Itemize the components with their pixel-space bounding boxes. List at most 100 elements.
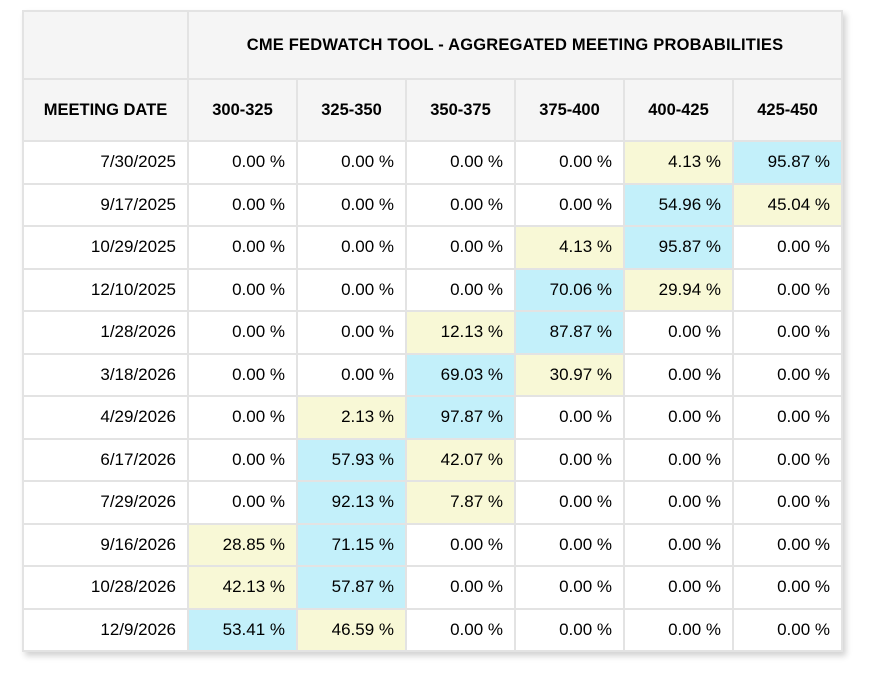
meeting-date-cell: 12/10/2025	[22, 267, 189, 312]
probability-cell: 57.93 %	[296, 437, 407, 482]
probability-cell: 0.00 %	[187, 140, 298, 185]
probability-cell: 0.00 %	[732, 267, 843, 312]
probability-cell: 0.00 %	[296, 182, 407, 227]
probability-cell: 0.00 %	[405, 140, 516, 185]
probability-cell: 0.00 %	[514, 480, 625, 525]
probability-cell: 46.59 %	[296, 607, 407, 652]
probability-cell: 0.00 %	[514, 607, 625, 652]
table-row: 7/30/2025 0.00 % 0.00 % 0.00 % 0.00 % 4.13 % 9…	[22, 140, 843, 185]
table-row: 1/28/2026 0.00 % 0.00 % 12.13 % 87.87 % 0.00 …	[22, 310, 843, 355]
meeting-date-cell: 9/16/2026	[22, 522, 189, 567]
probability-cell: 0.00 %	[187, 352, 298, 397]
meeting-date-cell: 3/18/2026	[22, 352, 189, 397]
probability-cell: 28.85 %	[187, 522, 298, 567]
probability-cell: 0.00 %	[732, 437, 843, 482]
probability-cell: 0.00 %	[514, 565, 625, 610]
probability-cell: 71.15 %	[296, 522, 407, 567]
probability-cell: 0.00 %	[623, 522, 734, 567]
probability-cell: 0.00 %	[732, 310, 843, 355]
meeting-date-cell: 7/29/2026	[22, 480, 189, 525]
table-row: 3/18/2026 0.00 % 0.00 % 69.03 % 30.97 % 0.00 …	[22, 352, 843, 397]
probability-cell: 0.00 %	[187, 310, 298, 355]
probability-cell: 0.00 %	[514, 140, 625, 185]
meeting-date-header: MEETING DATE	[22, 78, 189, 142]
rate-range-header: 350-375	[405, 78, 516, 142]
table-row: 7/29/2026 0.00 % 92.13 % 7.87 % 0.00 % 0.00 %…	[22, 480, 843, 525]
probability-cell: 70.06 %	[514, 267, 625, 312]
probability-cell: 69.03 %	[405, 352, 516, 397]
probability-cell: 0.00 %	[187, 480, 298, 525]
probability-cell: 57.87 %	[296, 565, 407, 610]
probability-cell: 54.96 %	[623, 182, 734, 227]
probability-cell: 0.00 %	[623, 607, 734, 652]
probability-cell: 29.94 %	[623, 267, 734, 312]
probability-cell: 42.13 %	[187, 565, 298, 610]
table-row: 10/29/2025 0.00 % 0.00 % 0.00 % 4.13 % 95.87 …	[22, 225, 843, 270]
probability-cell: 0.00 %	[296, 140, 407, 185]
probability-cell: 0.00 %	[405, 607, 516, 652]
probability-cell: 0.00 %	[514, 437, 625, 482]
probability-cell: 53.41 %	[187, 607, 298, 652]
probability-cell: 0.00 %	[405, 522, 516, 567]
meeting-date-cell: 9/17/2025	[22, 182, 189, 227]
table-row: 9/17/2025 0.00 % 0.00 % 0.00 % 0.00 % 54.96 %…	[22, 182, 843, 227]
probability-cell: 97.87 %	[405, 395, 516, 440]
table-title: CME FEDWATCH TOOL - AGGREGATED MEETING P…	[187, 10, 843, 80]
fedwatch-probabilities-table: CME FEDWATCH TOOL - AGGREGATED MEETING P…	[22, 10, 843, 652]
probability-cell: 0.00 %	[187, 225, 298, 270]
probability-cell: 7.87 %	[405, 480, 516, 525]
table-row: 4/29/2026 0.00 % 2.13 % 97.87 % 0.00 % 0.00 %…	[22, 395, 843, 440]
probability-cell: 95.87 %	[623, 225, 734, 270]
meeting-date-cell: 10/29/2025	[22, 225, 189, 270]
probability-cell: 0.00 %	[296, 310, 407, 355]
probability-cell: 0.00 %	[405, 182, 516, 227]
rate-range-header: 325-350	[296, 78, 407, 142]
meeting-date-cell: 4/29/2026	[22, 395, 189, 440]
probability-cell: 0.00 %	[187, 395, 298, 440]
probability-cell: 42.07 %	[405, 437, 516, 482]
probability-cell: 0.00 %	[514, 522, 625, 567]
table-row: 12/9/2026 53.41 % 46.59 % 0.00 % 0.00 % 0.00 …	[22, 607, 843, 652]
probability-cell: 0.00 %	[732, 607, 843, 652]
probability-cell: 95.87 %	[732, 140, 843, 185]
rate-range-header: 400-425	[623, 78, 734, 142]
table-row: 6/17/2026 0.00 % 57.93 % 42.07 % 0.00 % 0.00 …	[22, 437, 843, 482]
probability-cell: 30.97 %	[514, 352, 625, 397]
probability-cell: 0.00 %	[296, 352, 407, 397]
table-row: 9/16/2026 28.85 % 71.15 % 0.00 % 0.00 % 0.00 …	[22, 522, 843, 567]
probability-cell: 12.13 %	[405, 310, 516, 355]
probability-cell: 4.13 %	[514, 225, 625, 270]
probability-cell: 0.00 %	[732, 480, 843, 525]
probability-cell: 92.13 %	[296, 480, 407, 525]
column-header-row: MEETING DATE 300-325 325-350 350-375 375…	[22, 78, 843, 142]
probability-cell: 0.00 %	[187, 182, 298, 227]
probability-cell: 4.13 %	[623, 140, 734, 185]
fedwatch-probabilities-page: CME FEDWATCH TOOL - AGGREGATED MEETING P…	[22, 10, 843, 652]
probability-cell: 0.00 %	[732, 522, 843, 567]
rate-range-header: 425-450	[732, 78, 843, 142]
probability-cell: 0.00 %	[732, 565, 843, 610]
probability-cell: 0.00 %	[623, 480, 734, 525]
probability-cell: 0.00 %	[623, 352, 734, 397]
table-body: 7/30/2025 0.00 % 0.00 % 0.00 % 0.00 % 4.13 % 9…	[22, 140, 843, 652]
corner-cell	[22, 10, 189, 80]
title-row: CME FEDWATCH TOOL - AGGREGATED MEETING P…	[22, 10, 843, 80]
meeting-date-cell: 10/28/2026	[22, 565, 189, 610]
table-row: 12/10/2025 0.00 % 0.00 % 0.00 % 70.06 % 29.94…	[22, 267, 843, 312]
meeting-date-cell: 7/30/2025	[22, 140, 189, 185]
probability-cell: 0.00 %	[296, 225, 407, 270]
probability-cell: 0.00 %	[623, 310, 734, 355]
probability-cell: 0.00 %	[187, 267, 298, 312]
rate-range-header: 375-400	[514, 78, 625, 142]
probability-cell: 0.00 %	[732, 225, 843, 270]
probability-cell: 0.00 %	[187, 437, 298, 482]
meeting-date-cell: 6/17/2026	[22, 437, 189, 482]
probability-cell: 0.00 %	[623, 437, 734, 482]
meeting-date-cell: 1/28/2026	[22, 310, 189, 355]
probability-cell: 0.00 %	[405, 225, 516, 270]
probability-cell: 0.00 %	[514, 395, 625, 440]
probability-cell: 0.00 %	[405, 565, 516, 610]
meeting-date-cell: 12/9/2026	[22, 607, 189, 652]
table-header: CME FEDWATCH TOOL - AGGREGATED MEETING P…	[22, 10, 843, 142]
table-row: 10/28/2026 42.13 % 57.87 % 0.00 % 0.00 % 0.00…	[22, 565, 843, 610]
